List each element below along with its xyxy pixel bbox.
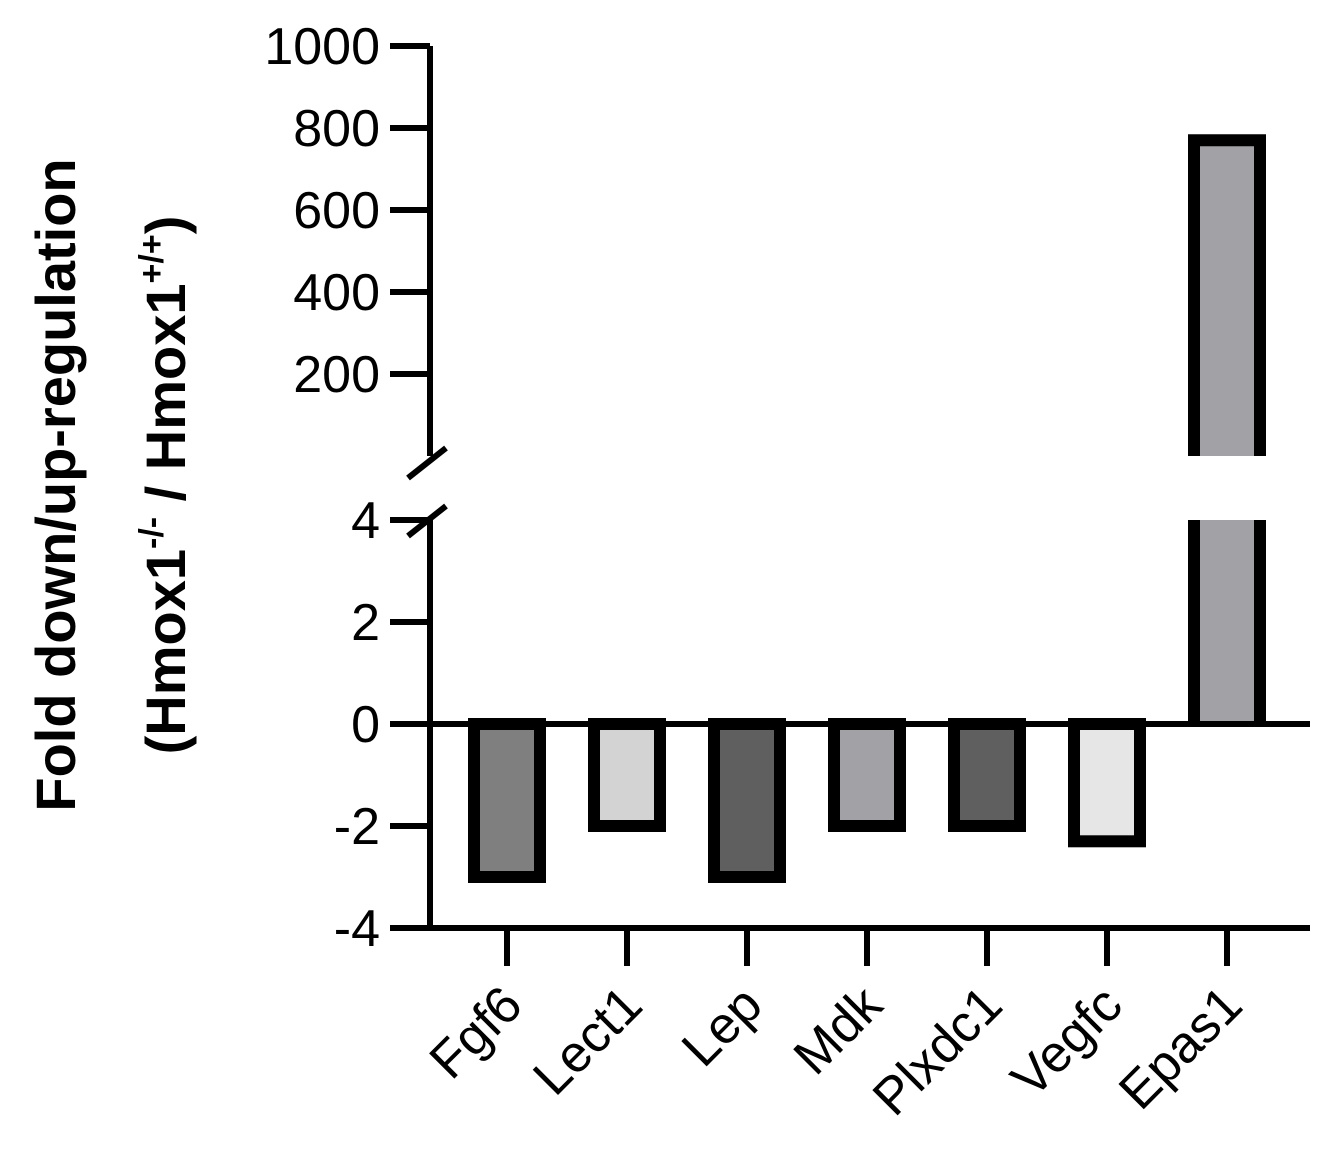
y-tick-label: 1000: [264, 18, 380, 76]
y-axis-title-mid: / Hmox1: [134, 283, 197, 516]
axis-break-mark-upper: [406, 445, 448, 481]
y-tick-label: 400: [293, 264, 380, 322]
y-tick-label: -2: [334, 798, 380, 856]
y-tick-label: -4: [334, 900, 380, 958]
bar-mdk: [828, 718, 906, 832]
y-axis-title-sup2: +/+: [133, 234, 171, 283]
bar-lect1: [588, 718, 666, 832]
y-axis-title: Fold down/up-regulation (Hmox1-/- / Hmox…: [24, 158, 197, 811]
y-axis-title-close: ): [134, 216, 197, 235]
x-tick-label: Lect1: [523, 975, 654, 1106]
bar-upper-fill-epas1: [1194, 140, 1260, 457]
y-axis-title-line1: Fold down/up-regulation: [24, 158, 87, 811]
y-tick-label: 0: [351, 696, 380, 754]
x-tick-label: Plxdc1: [862, 975, 1013, 1126]
y-tick-label: 4: [351, 492, 380, 550]
x-tick-label: Epas1: [1108, 975, 1253, 1120]
bar-lep: [708, 718, 786, 883]
y-axis-title-open: (Hmox1: [134, 549, 197, 754]
y-tick-label: 2: [351, 594, 380, 652]
y-tick-label: 200: [293, 346, 380, 404]
y-tick-label: 600: [293, 182, 380, 240]
y-tick-label: 800: [293, 100, 380, 158]
y-axis-title-line2: (Hmox1-/- / Hmox1+/+): [133, 216, 197, 755]
x-tick-label: Fgf6: [419, 975, 534, 1090]
x-tick-label: Vegfc: [1000, 975, 1133, 1108]
x-tick-label: Lep: [671, 975, 773, 1077]
bar-vegfc: [1068, 718, 1146, 848]
bar-plxdc1: [948, 718, 1026, 832]
bar-lower-fill-epas1: [1194, 520, 1260, 724]
y-axis-title-sup1: -/-: [133, 517, 171, 549]
bar-fgf6: [468, 718, 546, 883]
